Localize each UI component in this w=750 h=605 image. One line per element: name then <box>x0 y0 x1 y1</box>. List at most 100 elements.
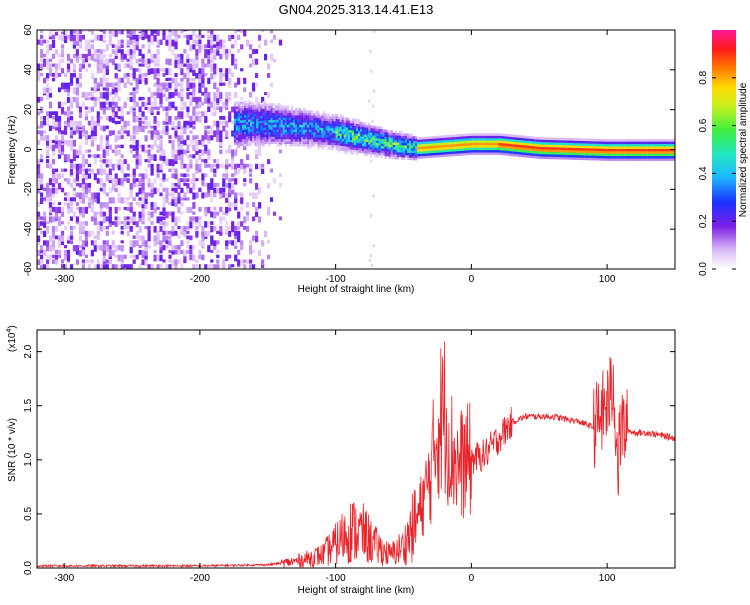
heatmap-cell <box>345 141 348 145</box>
heatmap-cell <box>476 137 479 141</box>
heatmap-cell <box>43 39 47 44</box>
heatmap-cell <box>659 146 662 149</box>
heatmap-cell <box>404 154 408 158</box>
heatmap-cell <box>398 154 401 158</box>
heatmap-cell <box>228 96 232 101</box>
heatmap-cell <box>616 155 619 159</box>
heatmap-cell <box>637 141 640 145</box>
heatmap-cell <box>431 140 434 144</box>
heatmap-cell <box>620 143 623 147</box>
heatmap-cell <box>276 139 279 142</box>
heatmap-cell <box>222 125 226 132</box>
heatmap-cell <box>147 163 151 168</box>
heatmap-cell <box>543 149 546 152</box>
heatmap-cell <box>305 112 308 116</box>
heatmap-cell <box>604 139 607 142</box>
heatmap-cell <box>455 139 458 142</box>
heatmap-cell <box>527 150 530 153</box>
heatmap-cell <box>57 53 62 58</box>
heatmap-cell <box>177 149 181 156</box>
heatmap-cell <box>439 140 442 143</box>
heatmap-cell <box>319 115 322 119</box>
heatmap-cell <box>198 96 202 102</box>
heatmap-cell <box>210 235 214 242</box>
colorbar: 0.00.20.40.60.8 Normalized spectral ampl… <box>698 30 749 276</box>
heatmap-cell <box>309 141 312 144</box>
heatmap-cell <box>590 148 593 151</box>
heatmap-cell <box>261 96 265 103</box>
heatmap-cell <box>250 114 253 117</box>
heatmap-cell <box>183 149 187 155</box>
heatmap-cell <box>288 139 291 142</box>
heatmap-cell <box>120 226 124 230</box>
heatmap-cell <box>606 143 609 147</box>
heatmap-cell <box>114 216 118 221</box>
heatmap-cell <box>132 259 136 264</box>
heatmap-cell <box>618 146 621 149</box>
heatmap-cell <box>126 39 130 47</box>
heatmap-cell <box>386 137 389 140</box>
heatmap-cell <box>102 106 106 113</box>
heatmap-cell <box>99 226 103 232</box>
heatmap-cell <box>305 129 308 133</box>
heatmap-cell <box>368 137 371 140</box>
heatmap-cell <box>506 143 509 147</box>
heatmap-cell <box>141 240 145 247</box>
heatmap-cell <box>280 117 283 121</box>
heatmap-cell <box>51 120 56 127</box>
heatmap-cell <box>270 110 273 113</box>
heatmap-cell <box>198 149 202 154</box>
heatmap-cell <box>126 111 130 115</box>
heatmap-cell <box>168 106 172 111</box>
heatmap-cell <box>171 125 175 130</box>
heatmap-cell <box>351 125 355 129</box>
heatmap-cell <box>374 154 377 158</box>
heatmap-cell <box>111 30 115 37</box>
heatmap-cell <box>246 105 249 108</box>
heatmap-cell <box>274 122 277 125</box>
heatmap-cell <box>54 259 59 265</box>
heatmap-cell <box>500 135 503 139</box>
x-tick-label: 100 <box>599 573 616 584</box>
heatmap-cell <box>311 115 314 118</box>
heatmap-cell <box>156 144 160 149</box>
heatmap-cell <box>219 92 223 99</box>
heatmap-cell <box>252 123 255 127</box>
heatmap-cell <box>356 128 359 132</box>
heatmap-cell <box>132 116 136 123</box>
heatmap-cell <box>372 132 375 136</box>
heatmap-cell <box>268 103 271 106</box>
heatmap-cell <box>174 92 178 96</box>
heatmap-cell <box>243 77 247 84</box>
heatmap-cell <box>165 230 169 235</box>
heatmap-cell <box>57 221 62 226</box>
heatmap-cell <box>213 173 217 177</box>
heatmap-cell <box>171 139 175 147</box>
heatmap-cell <box>339 121 342 125</box>
heatmap-cell <box>57 58 62 64</box>
heatmap-cell <box>69 240 74 244</box>
heatmap-cell <box>586 150 589 154</box>
heatmap-cell <box>135 125 139 133</box>
heatmap-cell <box>356 118 359 122</box>
heatmap-cell <box>349 125 353 128</box>
y-tick-label: 1.0 <box>23 452 34 466</box>
heatmap-cell <box>249 63 253 68</box>
heatmap-cell <box>651 139 654 142</box>
heatmap-cell <box>543 137 546 140</box>
heatmap-cell <box>551 154 554 157</box>
heatmap-cell <box>421 146 424 149</box>
heatmap-cell <box>51 192 56 198</box>
heatmap-cell <box>198 44 202 50</box>
heatmap-cell <box>237 192 241 196</box>
heatmap-cell <box>102 154 106 158</box>
heatmap-cell <box>286 107 289 111</box>
heatmap-cell <box>362 143 365 147</box>
heatmap-cell <box>135 44 139 51</box>
heatmap-cell <box>159 211 163 216</box>
heatmap-cell <box>600 148 603 152</box>
heatmap-cell <box>612 143 615 147</box>
heatmap-cell <box>237 221 241 226</box>
heatmap-cell <box>368 146 371 150</box>
heatmap-cell <box>162 82 166 90</box>
